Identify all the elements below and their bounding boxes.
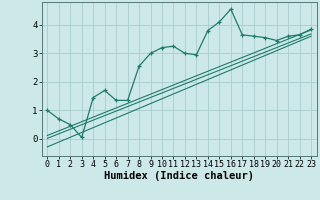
X-axis label: Humidex (Indice chaleur): Humidex (Indice chaleur) xyxy=(104,171,254,181)
